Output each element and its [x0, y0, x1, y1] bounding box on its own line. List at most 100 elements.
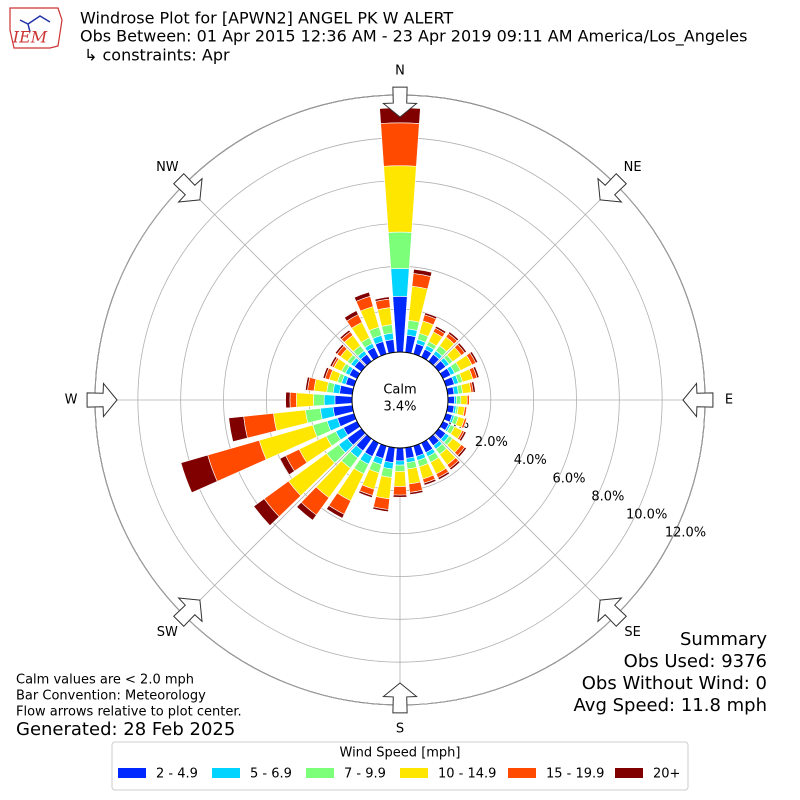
bar-segment — [334, 343, 345, 355]
compass-arrow — [382, 86, 418, 118]
bar-segment — [358, 490, 373, 498]
bar-segment — [253, 498, 280, 527]
bar-segment — [326, 505, 345, 519]
compass-arrow — [597, 172, 628, 203]
bar-segment — [353, 291, 371, 302]
bar-segment — [384, 446, 396, 463]
bar-segment — [343, 310, 359, 322]
calm-circle — [351, 351, 449, 449]
bar-segment — [387, 231, 413, 270]
bar-segment — [289, 391, 297, 409]
compass-arrow — [172, 172, 203, 203]
r-tick-label: 2.0% — [475, 435, 508, 450]
r-tick-label: 12.0% — [665, 526, 706, 541]
bar-segment — [305, 408, 323, 424]
bar-segment — [456, 395, 462, 405]
note: Flow arrows relative to plot center. — [16, 705, 242, 720]
bar-segment — [313, 378, 329, 393]
legend-swatch — [615, 768, 643, 778]
legend-swatch — [118, 768, 146, 778]
bar-segment — [228, 416, 248, 443]
bar-segment — [392, 494, 408, 498]
bar-segment — [464, 407, 468, 417]
legend-label: 5 - 6.9 — [250, 767, 292, 782]
legend-label: 10 - 14.9 — [438, 767, 496, 782]
logo: IEM — [9, 7, 63, 49]
compass-arrow — [86, 382, 118, 418]
bar-segment — [339, 384, 354, 396]
constraints: ↳ constraints: Apr — [84, 46, 230, 65]
chart-subtitle: Obs Between: 01 Apr 2015 12:36 AM - 23 A… — [80, 27, 747, 47]
compass-arrow — [172, 597, 203, 628]
bar-segment — [406, 466, 421, 485]
compass-arrow — [382, 682, 418, 714]
bar-segment — [377, 307, 393, 327]
bar-segment — [390, 268, 410, 297]
bar-segment — [313, 393, 325, 407]
r-tick-label: 4.0% — [514, 453, 547, 468]
bar-segment — [393, 471, 407, 487]
r-tick-label: 8.0% — [591, 489, 624, 504]
logo-lines — [19, 15, 51, 33]
bar-segment — [437, 471, 451, 481]
compass-arrow — [682, 382, 714, 418]
note: Calm values are < 2.0 mph — [16, 673, 194, 688]
bar-segment — [423, 478, 437, 486]
summary-line: Obs Without Wind: 0 — [582, 673, 767, 694]
legend-swatch — [212, 768, 240, 778]
bar-segment — [471, 381, 476, 393]
bar-segment — [380, 122, 420, 167]
legend-label: 15 - 19.9 — [546, 767, 604, 782]
chart-title: Windrose Plot for [APWN2] ANGEL PK W ALE… — [80, 9, 453, 28]
bar-segment — [323, 394, 336, 406]
summary-line: Obs Used: 9376 — [624, 651, 767, 672]
compass-label: NE — [624, 160, 642, 175]
bar-segment — [447, 331, 460, 342]
bar-segment — [409, 489, 424, 495]
bar-segment — [424, 312, 438, 320]
bar-segment — [372, 506, 389, 512]
bar-segment — [296, 501, 317, 521]
bar-segment — [463, 419, 468, 429]
bar-segment — [469, 351, 479, 364]
compass-label: S — [396, 722, 404, 737]
generated: Generated: 28 Feb 2025 — [16, 719, 235, 740]
logo-text: IEM — [12, 28, 48, 47]
bar-segment — [457, 446, 467, 458]
bar-segment — [394, 464, 406, 472]
bar-segment — [449, 460, 461, 471]
bar-segment — [319, 406, 336, 420]
summary-line: Avg Speed: 11.8 mph — [574, 695, 767, 716]
compass-arrow — [597, 597, 628, 628]
bar-segment — [434, 325, 447, 334]
legend-label: 20+ — [653, 767, 680, 782]
bar-segment — [334, 395, 353, 405]
legend-swatch — [306, 768, 334, 778]
bar-segment — [279, 455, 295, 476]
legend-label: 7 - 9.9 — [344, 767, 386, 782]
bar-segment — [384, 339, 396, 354]
calm-value: 3.4% — [383, 400, 416, 415]
bar-segment — [395, 447, 405, 462]
bar-segment — [375, 475, 393, 500]
bar-segment — [285, 391, 291, 409]
calm-label: Calm — [383, 383, 416, 398]
bar-segment — [457, 342, 467, 354]
legend-box — [111, 741, 689, 791]
legend-swatch — [508, 768, 536, 778]
legend-label: 2 - 4.9 — [156, 767, 198, 782]
bar-segment — [460, 394, 468, 406]
compass-label: NW — [156, 160, 179, 175]
note: Bar Convention: Meteorology — [16, 689, 206, 704]
compass-label: SW — [157, 625, 178, 640]
legend-swatch — [400, 768, 428, 778]
bar-segment — [296, 392, 314, 408]
bar-segment — [395, 460, 405, 466]
bar-segment — [207, 440, 267, 482]
summary-title: Summary — [680, 629, 767, 650]
legend-title: Wind Speed [mph] — [340, 746, 461, 761]
logo-outline — [9, 7, 63, 49]
compass-label: E — [725, 393, 733, 408]
bar-segment — [392, 296, 408, 353]
